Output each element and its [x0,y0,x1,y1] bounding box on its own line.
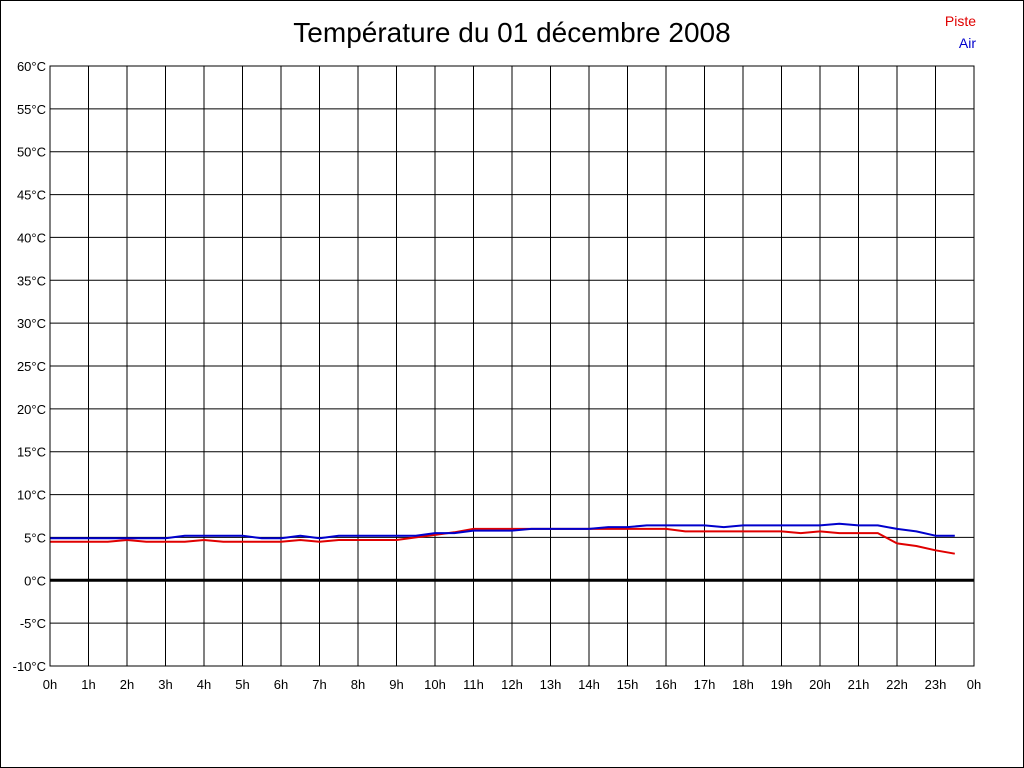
y-tick-label: 0°C [24,573,46,588]
x-tick-label: 3h [158,677,172,692]
y-tick-label: 5°C [24,530,46,545]
y-tick-label: 40°C [17,230,46,245]
x-tick-label: 17h [694,677,716,692]
x-tick-label: 8h [351,677,365,692]
y-axis-ticks: 60°C 55°C 50°C 45°C 40°C 35°C 30°C 25°C 20°C 15°C… [13,59,46,674]
y-tick-label: -5°C [20,616,46,631]
x-tick-label: 7h [312,677,326,692]
x-tick-label: 13h [540,677,562,692]
x-tick-label: 10h [424,677,446,692]
x-tick-label: 15h [617,677,639,692]
y-tick-label: 50°C [17,145,46,160]
x-tick-label: 4h [197,677,211,692]
x-tick-label: 0h [967,677,981,692]
x-tick-label: 14h [578,677,600,692]
plot-area-border [49,65,975,667]
x-tick-label: 6h [274,677,288,692]
y-tick-label: 20°C [17,402,46,417]
x-tick-label: 9h [389,677,403,692]
x-tick-label: 22h [886,677,908,692]
y-tick-label: 10°C [17,488,46,503]
y-tick-label: 55°C [17,102,46,117]
x-tick-label: 5h [235,677,249,692]
x-tick-label: 23h [925,677,947,692]
x-tick-label: 12h [501,677,523,692]
x-tick-label: 16h [655,677,677,692]
chart-title: Température du 01 décembre 2008 [293,17,731,48]
x-tick-label: 0h [43,677,57,692]
series-line-air [50,522,955,540]
y-tick-label: 60°C [17,59,46,74]
x-tick-label: 18h [732,677,754,692]
x-tick-label: 20h [809,677,831,692]
y-tick-label: 45°C [17,188,46,203]
legend-item-air: Air [958,35,976,51]
x-tick-label: 1h [81,677,95,692]
grid-lines [49,65,975,667]
y-tick-label: 15°C [17,445,46,460]
x-tick-label: 21h [848,677,870,692]
y-tick-label: -10°C [13,659,46,674]
series-line-piste [50,527,955,555]
y-tick-label: 30°C [17,316,46,331]
x-tick-label: 2h [120,677,134,692]
series-lines [50,522,955,555]
y-tick-label: 25°C [17,359,46,374]
x-axis-ticks: 0h 1h 2h 3h 4h 5h 6h 7h 8h 9h 10h 11h 12h 13h 14h 15h 16… [43,677,981,692]
x-tick-label: 19h [771,677,793,692]
y-tick-label: 35°C [17,273,46,288]
x-tick-label: 11h [463,677,484,692]
legend-item-piste: Piste [944,13,976,29]
